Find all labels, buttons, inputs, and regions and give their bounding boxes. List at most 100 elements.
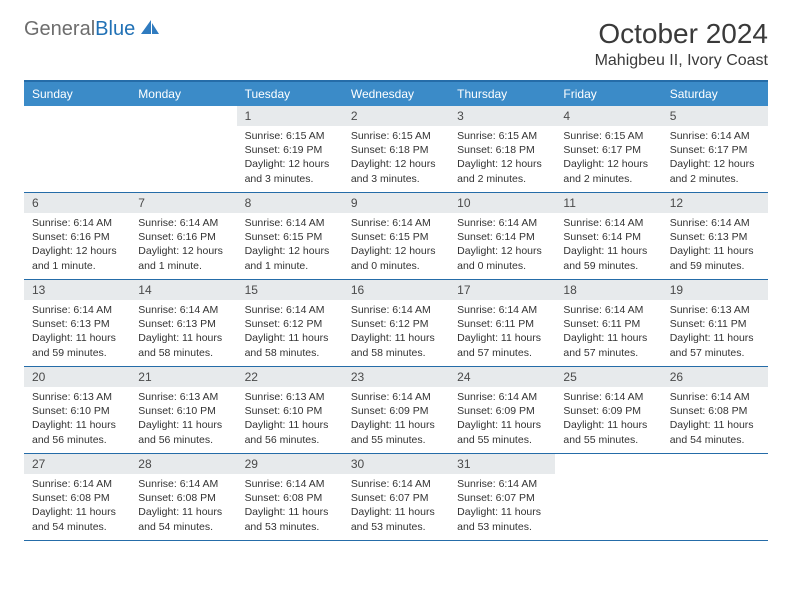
cell-body: Sunrise: 6:14 AMSunset: 6:07 PMDaylight:… (449, 474, 555, 540)
date-number: 26 (662, 367, 768, 387)
date-number: 25 (555, 367, 661, 387)
date-number: 17 (449, 280, 555, 300)
calendar-cell: 12Sunrise: 6:14 AMSunset: 6:13 PMDayligh… (662, 193, 768, 279)
calendar-cell: 19Sunrise: 6:13 AMSunset: 6:11 PMDayligh… (662, 280, 768, 366)
date-number: 15 (237, 280, 343, 300)
date-number (662, 454, 768, 474)
date-number: 9 (343, 193, 449, 213)
date-number (555, 454, 661, 474)
calendar-cell: 7Sunrise: 6:14 AMSunset: 6:16 PMDaylight… (130, 193, 236, 279)
week-row: 6Sunrise: 6:14 AMSunset: 6:16 PMDaylight… (24, 193, 768, 280)
calendar-cell: 16Sunrise: 6:14 AMSunset: 6:12 PMDayligh… (343, 280, 449, 366)
cell-body: Sunrise: 6:14 AMSunset: 6:09 PMDaylight:… (555, 387, 661, 453)
cell-body: Sunrise: 6:14 AMSunset: 6:08 PMDaylight:… (237, 474, 343, 540)
day-header: Saturday (662, 82, 768, 106)
calendar-cell: 17Sunrise: 6:14 AMSunset: 6:11 PMDayligh… (449, 280, 555, 366)
cell-body: Sunrise: 6:15 AMSunset: 6:18 PMDaylight:… (449, 126, 555, 192)
calendar-cell: 1Sunrise: 6:15 AMSunset: 6:19 PMDaylight… (237, 106, 343, 192)
cell-body: Sunrise: 6:14 AMSunset: 6:08 PMDaylight:… (662, 387, 768, 453)
date-number: 19 (662, 280, 768, 300)
date-number: 11 (555, 193, 661, 213)
cell-body: Sunrise: 6:14 AMSunset: 6:15 PMDaylight:… (343, 213, 449, 279)
cell-body: Sunrise: 6:14 AMSunset: 6:11 PMDaylight:… (449, 300, 555, 366)
calendar-cell: 6Sunrise: 6:14 AMSunset: 6:16 PMDaylight… (24, 193, 130, 279)
cell-body: Sunrise: 6:14 AMSunset: 6:13 PMDaylight:… (130, 300, 236, 366)
date-number: 27 (24, 454, 130, 474)
day-header: Thursday (449, 82, 555, 106)
calendar-cell: 31Sunrise: 6:14 AMSunset: 6:07 PMDayligh… (449, 454, 555, 540)
cell-body: Sunrise: 6:14 AMSunset: 6:14 PMDaylight:… (555, 213, 661, 279)
sail-icon (139, 18, 161, 41)
calendar-cell: 13Sunrise: 6:14 AMSunset: 6:13 PMDayligh… (24, 280, 130, 366)
cell-body: Sunrise: 6:13 AMSunset: 6:11 PMDaylight:… (662, 300, 768, 366)
date-number: 6 (24, 193, 130, 213)
calendar-cell: 3Sunrise: 6:15 AMSunset: 6:18 PMDaylight… (449, 106, 555, 192)
calendar-cell: 24Sunrise: 6:14 AMSunset: 6:09 PMDayligh… (449, 367, 555, 453)
date-number: 4 (555, 106, 661, 126)
cell-body: Sunrise: 6:14 AMSunset: 6:08 PMDaylight:… (24, 474, 130, 540)
day-header: Wednesday (343, 82, 449, 106)
calendar-cell: 18Sunrise: 6:14 AMSunset: 6:11 PMDayligh… (555, 280, 661, 366)
date-number: 3 (449, 106, 555, 126)
date-number: 12 (662, 193, 768, 213)
date-number (130, 106, 236, 126)
calendar-cell: 11Sunrise: 6:14 AMSunset: 6:14 PMDayligh… (555, 193, 661, 279)
date-number (24, 106, 130, 126)
cell-body: Sunrise: 6:14 AMSunset: 6:14 PMDaylight:… (449, 213, 555, 279)
calendar-cell: 4Sunrise: 6:15 AMSunset: 6:17 PMDaylight… (555, 106, 661, 192)
calendar-cell: 9Sunrise: 6:14 AMSunset: 6:15 PMDaylight… (343, 193, 449, 279)
header: GeneralBlue October 2024 Mahigbeu II, Iv… (24, 18, 768, 76)
date-number: 31 (449, 454, 555, 474)
week-row: 27Sunrise: 6:14 AMSunset: 6:08 PMDayligh… (24, 454, 768, 541)
logo: GeneralBlue (24, 18, 161, 41)
calendar-cell (662, 454, 768, 540)
cell-body: Sunrise: 6:14 AMSunset: 6:16 PMDaylight:… (24, 213, 130, 279)
calendar-cell: 26Sunrise: 6:14 AMSunset: 6:08 PMDayligh… (662, 367, 768, 453)
calendar-cell: 21Sunrise: 6:13 AMSunset: 6:10 PMDayligh… (130, 367, 236, 453)
calendar-cell: 25Sunrise: 6:14 AMSunset: 6:09 PMDayligh… (555, 367, 661, 453)
calendar-cell (24, 106, 130, 192)
date-number: 23 (343, 367, 449, 387)
cell-body: Sunrise: 6:14 AMSunset: 6:16 PMDaylight:… (130, 213, 236, 279)
date-number: 1 (237, 106, 343, 126)
day-header: Monday (130, 82, 236, 106)
calendar-cell: 27Sunrise: 6:14 AMSunset: 6:08 PMDayligh… (24, 454, 130, 540)
weeks-container: 1Sunrise: 6:15 AMSunset: 6:19 PMDaylight… (24, 106, 768, 541)
calendar-cell: 28Sunrise: 6:14 AMSunset: 6:08 PMDayligh… (130, 454, 236, 540)
calendar-cell: 2Sunrise: 6:15 AMSunset: 6:18 PMDaylight… (343, 106, 449, 192)
day-header: Sunday (24, 82, 130, 106)
date-number: 22 (237, 367, 343, 387)
date-number: 28 (130, 454, 236, 474)
cell-body: Sunrise: 6:14 AMSunset: 6:11 PMDaylight:… (555, 300, 661, 366)
cell-body: Sunrise: 6:14 AMSunset: 6:09 PMDaylight:… (343, 387, 449, 453)
date-number: 16 (343, 280, 449, 300)
cell-body: Sunrise: 6:14 AMSunset: 6:09 PMDaylight:… (449, 387, 555, 453)
calendar-cell: 20Sunrise: 6:13 AMSunset: 6:10 PMDayligh… (24, 367, 130, 453)
calendar-cell: 22Sunrise: 6:13 AMSunset: 6:10 PMDayligh… (237, 367, 343, 453)
date-number: 13 (24, 280, 130, 300)
cell-body: Sunrise: 6:14 AMSunset: 6:15 PMDaylight:… (237, 213, 343, 279)
date-number: 5 (662, 106, 768, 126)
logo-text-blue: Blue (95, 18, 135, 40)
cell-body: Sunrise: 6:14 AMSunset: 6:13 PMDaylight:… (662, 213, 768, 279)
day-header: Friday (555, 82, 661, 106)
date-number: 14 (130, 280, 236, 300)
date-number: 10 (449, 193, 555, 213)
cell-body: Sunrise: 6:14 AMSunset: 6:13 PMDaylight:… (24, 300, 130, 366)
date-number: 24 (449, 367, 555, 387)
cell-body: Sunrise: 6:14 AMSunset: 6:07 PMDaylight:… (343, 474, 449, 540)
title-block: October 2024 Mahigbeu II, Ivory Coast (595, 18, 768, 76)
calendar-cell: 23Sunrise: 6:14 AMSunset: 6:09 PMDayligh… (343, 367, 449, 453)
cell-body: Sunrise: 6:14 AMSunset: 6:12 PMDaylight:… (343, 300, 449, 366)
logo-text-general: General (24, 18, 95, 40)
week-row: 20Sunrise: 6:13 AMSunset: 6:10 PMDayligh… (24, 367, 768, 454)
day-header: Tuesday (237, 82, 343, 106)
calendar-cell: 29Sunrise: 6:14 AMSunset: 6:08 PMDayligh… (237, 454, 343, 540)
date-number: 21 (130, 367, 236, 387)
calendar-cell: 8Sunrise: 6:14 AMSunset: 6:15 PMDaylight… (237, 193, 343, 279)
date-number: 30 (343, 454, 449, 474)
calendar-cell: 30Sunrise: 6:14 AMSunset: 6:07 PMDayligh… (343, 454, 449, 540)
cell-body: Sunrise: 6:14 AMSunset: 6:08 PMDaylight:… (130, 474, 236, 540)
calendar: SundayMondayTuesdayWednesdayThursdayFrid… (24, 80, 768, 541)
cell-body: Sunrise: 6:14 AMSunset: 6:17 PMDaylight:… (662, 126, 768, 192)
